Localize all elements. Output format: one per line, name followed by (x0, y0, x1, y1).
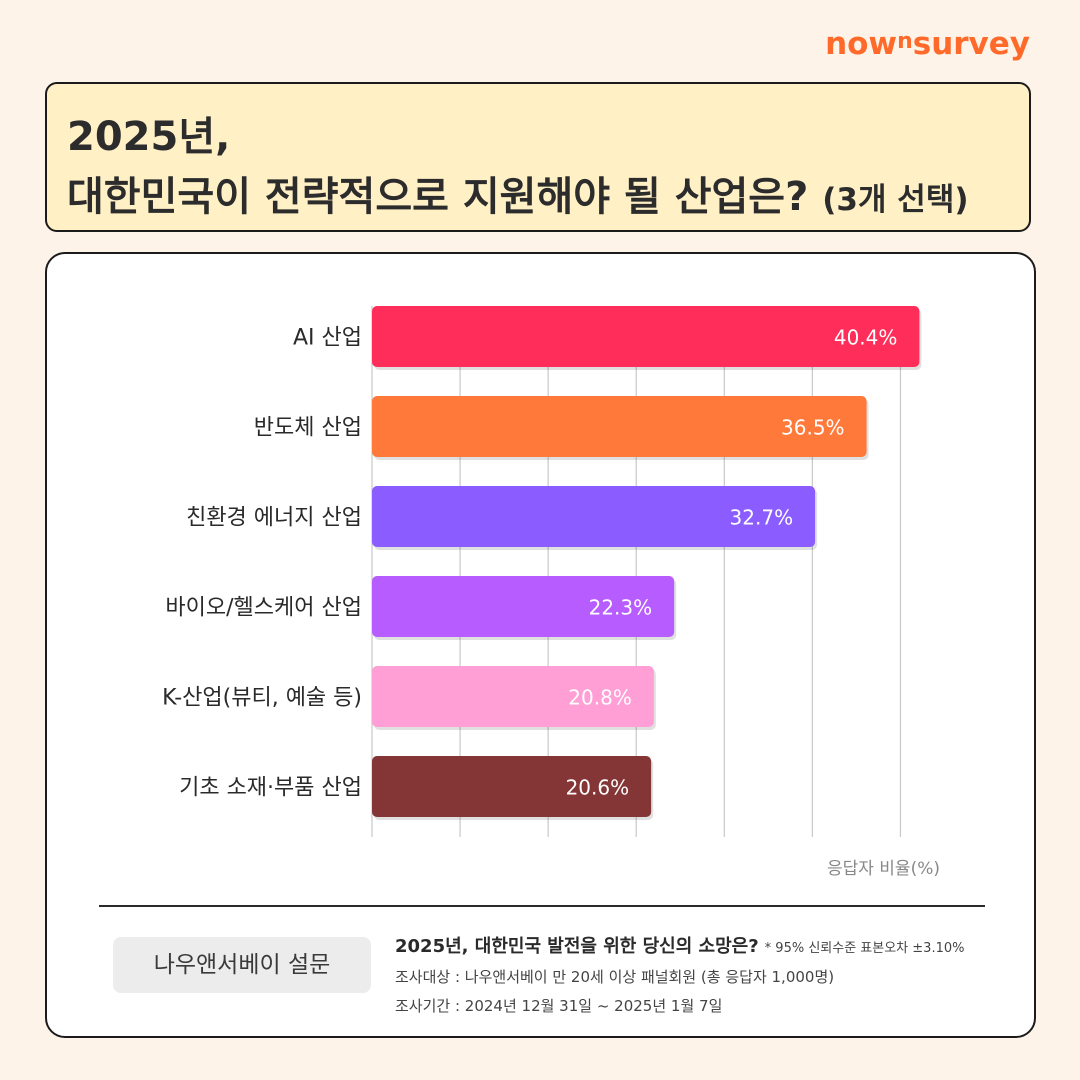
survey-period: 조사기간 : 2024년 12월 31일 ~ 2025년 1월 7일 (395, 997, 723, 1015)
category-label: 반도체 산업 (254, 416, 362, 441)
title-note: (3개 선택) (822, 182, 969, 218)
category-label: AI 산업 (293, 326, 362, 351)
data-label: 20.8% (568, 686, 632, 710)
category-label: 기초 소재·부품 산업 (179, 776, 362, 801)
survey-target: 조사대상 : 나우앤서베이 만 20세 이상 패널회원 (총 응답자 1,000… (395, 968, 835, 986)
bar (372, 396, 867, 457)
survey-badge: 나우앤서베이 설문 (113, 937, 371, 993)
category-label: K-산업(뷰티, 예술 등) (162, 686, 362, 711)
x-axis-label: 응답자 비율(%) (827, 859, 940, 879)
bar (372, 486, 816, 547)
title-question: 대한민국이 전략적으로 지원해야 될 산업은? (67, 174, 809, 220)
data-label: 22.3% (589, 596, 653, 620)
bar-chart: AI 산업 40.4% 반도체 산업 36.5% 친환경 에너지 산업 32.7% 바이오/… (162, 306, 940, 879)
data-label: 20.6% (566, 776, 630, 800)
title-box: 2025년, 대한민국이 전략적으로 지원해야 될 산업은? (3개 선택) (45, 82, 1031, 232)
data-label: 36.5% (781, 416, 845, 440)
category-label: 친환경 에너지 산업 (186, 506, 362, 531)
category-label: 바이오/헬스케어 산업 (165, 596, 362, 621)
margin-of-error-note: * 95% 신뢰수준 표본오차 ±3.10% (764, 941, 965, 956)
bar (372, 756, 652, 817)
survey-question: 2025년, 대한민국 발전을 위한 당신의 소망은? * 95% 신뢰수준 표본… (395, 932, 964, 958)
data-label: 32.7% (730, 506, 794, 530)
bar (372, 576, 675, 637)
title-line-1: 2025년, (67, 114, 231, 160)
survey-info: 2025년, 대한민국 발전을 위한 당신의 소망은? * 95% 신뢰수준 표본… (395, 932, 964, 1016)
data-label: 40.4% (834, 326, 898, 350)
title-line-2: 대한민국이 전략적으로 지원해야 될 산업은? (3개 선택) (67, 164, 969, 222)
chart-panel: AI 산업 40.4% 반도체 산업 36.5% 친환경 에너지 산업 32.7% 바이오/… (45, 252, 1036, 1038)
bar (372, 306, 920, 367)
nownsurvey-logo: nownsurvey (825, 26, 1030, 62)
footer-divider (99, 905, 985, 907)
bar (372, 666, 654, 727)
survey-question-text: 2025년, 대한민국 발전을 위한 당신의 소망은? (395, 936, 759, 957)
